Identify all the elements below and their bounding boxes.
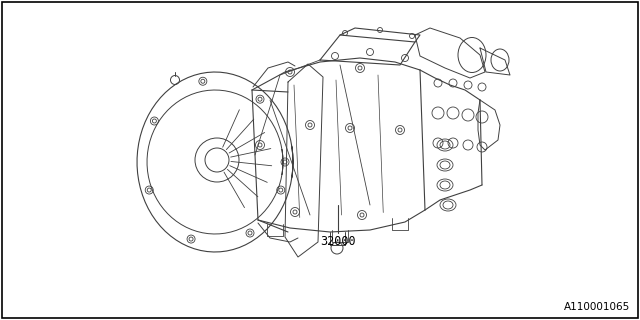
Text: A110001065: A110001065	[564, 302, 630, 312]
Text: 32000: 32000	[320, 235, 356, 248]
